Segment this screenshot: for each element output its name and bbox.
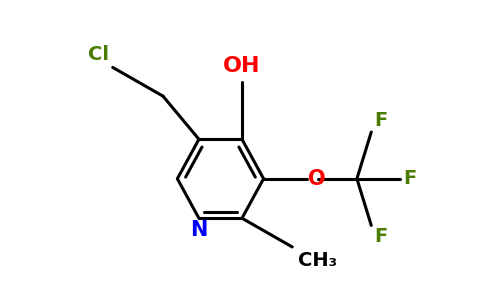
Text: F: F [403,169,416,188]
Text: O: O [308,169,326,189]
Text: N: N [190,220,208,240]
Text: Cl: Cl [88,45,109,64]
Text: OH: OH [223,56,261,76]
Text: F: F [374,111,387,130]
Text: F: F [374,227,387,246]
Text: CH₃: CH₃ [298,250,337,269]
